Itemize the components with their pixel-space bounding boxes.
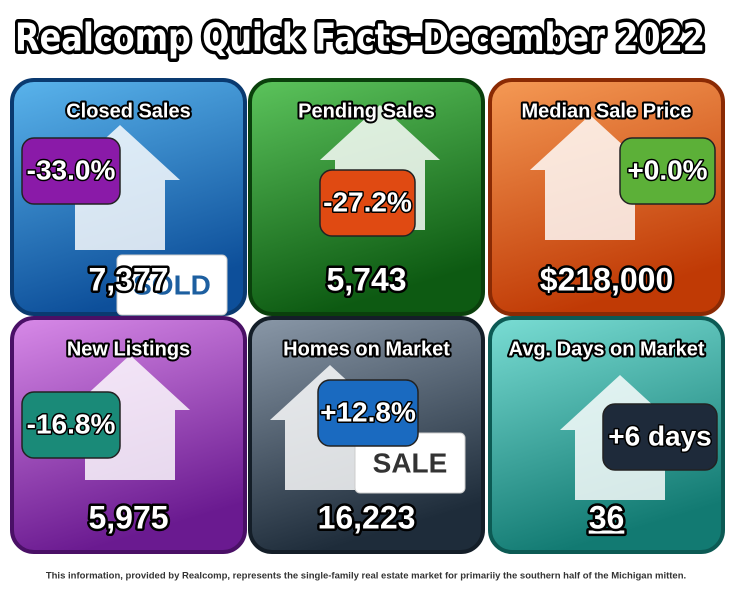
value: 5,743 — [326, 261, 406, 297]
tile-label: Homes on Market — [283, 338, 450, 360]
change-badge — [602, 403, 718, 471]
title: Realcomp Quick Facts-December 2022 — [15, 16, 705, 60]
change-badge — [21, 391, 121, 459]
tile-label: Pending Sales — [298, 100, 435, 122]
change: -16.8% — [27, 408, 116, 439]
tile-label: Median Sale Price — [521, 100, 691, 122]
change-badge — [319, 169, 416, 237]
change: +12.8% — [320, 396, 416, 427]
change: +0.0% — [627, 154, 707, 185]
value: 16,223 — [318, 499, 416, 535]
change: +6 days — [608, 420, 712, 451]
change-badge — [317, 379, 419, 447]
value: 7,377 — [88, 261, 168, 297]
change: -27.2% — [323, 186, 412, 217]
change: -33.0% — [27, 154, 116, 185]
tile-label: Avg. Days on Market — [509, 338, 705, 360]
tile-label: Closed Sales — [66, 100, 191, 122]
tile-label: New Listings — [67, 338, 190, 360]
value: 36 — [589, 499, 625, 535]
change-badge — [21, 137, 121, 205]
footer: This information, provided by Realcomp, … — [46, 571, 686, 582]
sign — [116, 254, 228, 316]
sign-text: SOLD — [133, 269, 211, 300]
sign-text: SALE — [373, 447, 448, 478]
change-badge — [619, 137, 716, 205]
value: $218,000 — [540, 261, 673, 297]
value: 5,975 — [88, 499, 168, 535]
